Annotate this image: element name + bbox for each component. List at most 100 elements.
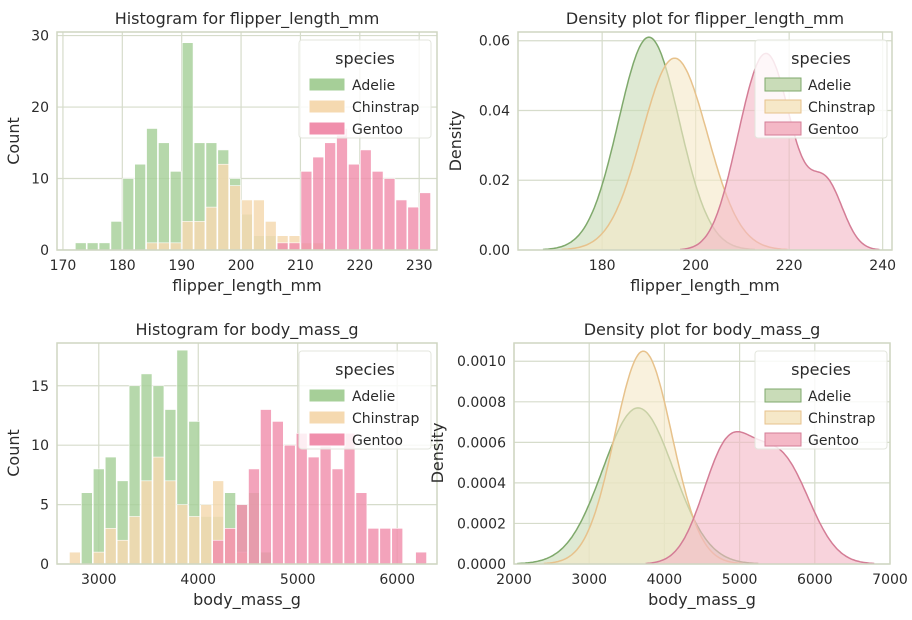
chart-title: Density plot for flipper_length_mm xyxy=(566,9,844,29)
bar-adelie xyxy=(110,221,123,251)
x-tick-label: 5000 xyxy=(722,572,758,588)
legend-title: species xyxy=(335,49,395,68)
legend: species Adelie Chinstrap Gentoo xyxy=(298,39,432,139)
bar-gentoo xyxy=(295,433,308,565)
y-tick-label: 0.0010 xyxy=(457,354,506,370)
x-tick-label: 3000 xyxy=(571,572,607,588)
x-axis-label: flipper_length_mm xyxy=(630,276,779,296)
bar-chinstrap xyxy=(69,551,81,565)
x-tick-label: 230 xyxy=(406,258,433,274)
bar-gentoo xyxy=(367,528,380,565)
bar-chinstrap xyxy=(188,516,201,565)
bar-gentoo xyxy=(324,142,336,251)
bar-adelie xyxy=(134,163,146,251)
bar-gentoo xyxy=(236,504,248,565)
y-tick-label: 0.04 xyxy=(479,103,510,119)
bar-gentoo xyxy=(407,206,419,251)
density-area-chinstrap xyxy=(561,58,788,251)
legend-swatch-gentoo xyxy=(308,432,346,447)
legend-swatch-gentoo xyxy=(764,432,802,447)
axes-frame xyxy=(513,342,891,565)
chart-title: Histogram for body_mass_g xyxy=(136,320,359,340)
legend: species Adelie Chinstrap Gentoo xyxy=(298,350,432,450)
legend-swatch-chinstrap xyxy=(764,99,802,114)
bar-chinstrap xyxy=(217,163,229,251)
legend-swatch-adelie xyxy=(764,77,802,92)
chart-title: Histogram for flipper_length_mm xyxy=(115,9,380,29)
x-tick-label: 5000 xyxy=(280,572,316,588)
y-tick-label: 5 xyxy=(40,498,49,514)
bar-gentoo xyxy=(343,433,356,565)
axes-frame xyxy=(56,31,438,251)
bar-chinstrap xyxy=(253,199,265,251)
legend-label-gentoo: Gentoo xyxy=(808,122,859,138)
y-axis-label: Count xyxy=(4,117,23,165)
y-tick-label: 15 xyxy=(31,379,49,395)
legend-label-adelie: Adelie xyxy=(352,78,395,94)
bar-gentoo xyxy=(319,444,332,565)
y-axis-label: Density xyxy=(446,111,465,172)
x-tick-label: 3000 xyxy=(81,572,117,588)
legend-swatch-adelie xyxy=(308,388,346,403)
bar-adelie xyxy=(122,178,134,251)
x-tick-label: 220 xyxy=(776,258,803,274)
bar-chinstrap xyxy=(104,528,117,565)
bar-gentoo xyxy=(288,242,301,251)
legend-swatch-chinstrap xyxy=(308,99,346,114)
x-tick-label: 180 xyxy=(109,258,136,274)
x-tick-label: 200 xyxy=(682,258,709,274)
x-axis-label: body_mass_g xyxy=(648,590,756,610)
panel-1: 170 180 190 200 210 220 230 0 10 20 30 Histogram fo… xyxy=(4,9,438,296)
bar-gentoo xyxy=(260,409,272,565)
x-tick-label: 190 xyxy=(168,258,195,274)
legend-title: species xyxy=(791,360,851,379)
bar-chinstrap xyxy=(146,242,158,251)
bar-adelie xyxy=(75,242,87,251)
bar-gentoo xyxy=(307,456,320,565)
bar-gentoo xyxy=(300,171,313,251)
x-tick-label: 220 xyxy=(346,258,373,274)
bar-chinstrap xyxy=(181,221,194,251)
bar-gentoo xyxy=(415,551,427,565)
x-tick-label: 2000 xyxy=(496,572,532,588)
legend-label-gentoo: Gentoo xyxy=(352,433,403,449)
bar-adelie xyxy=(86,242,99,251)
panel-3: 3000 4000 5000 6000 0 5 10 15 Histogram for body… xyxy=(4,320,438,610)
bar-chinstrap xyxy=(229,185,241,251)
y-tick-label: 0.0002 xyxy=(457,516,506,532)
y-axis-label: Density xyxy=(428,423,447,484)
legend-swatch-adelie xyxy=(308,77,346,92)
legend: species Adelie Chinstrap Gentoo xyxy=(754,350,888,450)
legend-label-chinstrap: Chinstrap xyxy=(808,100,876,116)
x-tick-label: 7000 xyxy=(872,572,908,588)
bar-gentoo xyxy=(248,468,260,565)
bar-chinstrap xyxy=(152,456,165,565)
bar-adelie xyxy=(93,468,105,565)
bar-adelie xyxy=(98,242,111,251)
x-tick-label: 6000 xyxy=(797,572,833,588)
bar-adelie xyxy=(158,142,170,251)
bar-gentoo xyxy=(383,178,396,251)
y-tick-label: 0 xyxy=(40,557,49,573)
y-tick-label: 0.0008 xyxy=(457,395,506,411)
legend-swatch-chinstrap xyxy=(308,410,346,425)
bar-gentoo xyxy=(419,192,431,251)
bar-adelie xyxy=(181,42,194,251)
x-tick-label: 170 xyxy=(50,258,77,274)
panel-2: 180 200 220 240 0.00 0.02 0.04 0.06 Density plot… xyxy=(446,9,896,296)
bar-gentoo xyxy=(331,468,344,565)
bar-gentoo xyxy=(212,539,224,565)
x-tick-label: 6000 xyxy=(379,572,415,588)
legend-label-chinstrap: Chinstrap xyxy=(808,411,876,427)
legend-swatch-adelie xyxy=(764,388,802,403)
bar-chinstrap xyxy=(193,221,206,251)
bar-gentoo xyxy=(348,163,360,251)
y-tick-label: 30 xyxy=(31,29,49,45)
bar-gentoo xyxy=(371,171,384,251)
legend-swatch-gentoo xyxy=(764,121,802,136)
bar-adelie xyxy=(170,171,182,251)
y-tick-label: 0.0000 xyxy=(457,557,506,573)
x-tick-label: 180 xyxy=(589,258,616,274)
bar-gentoo xyxy=(272,421,284,565)
